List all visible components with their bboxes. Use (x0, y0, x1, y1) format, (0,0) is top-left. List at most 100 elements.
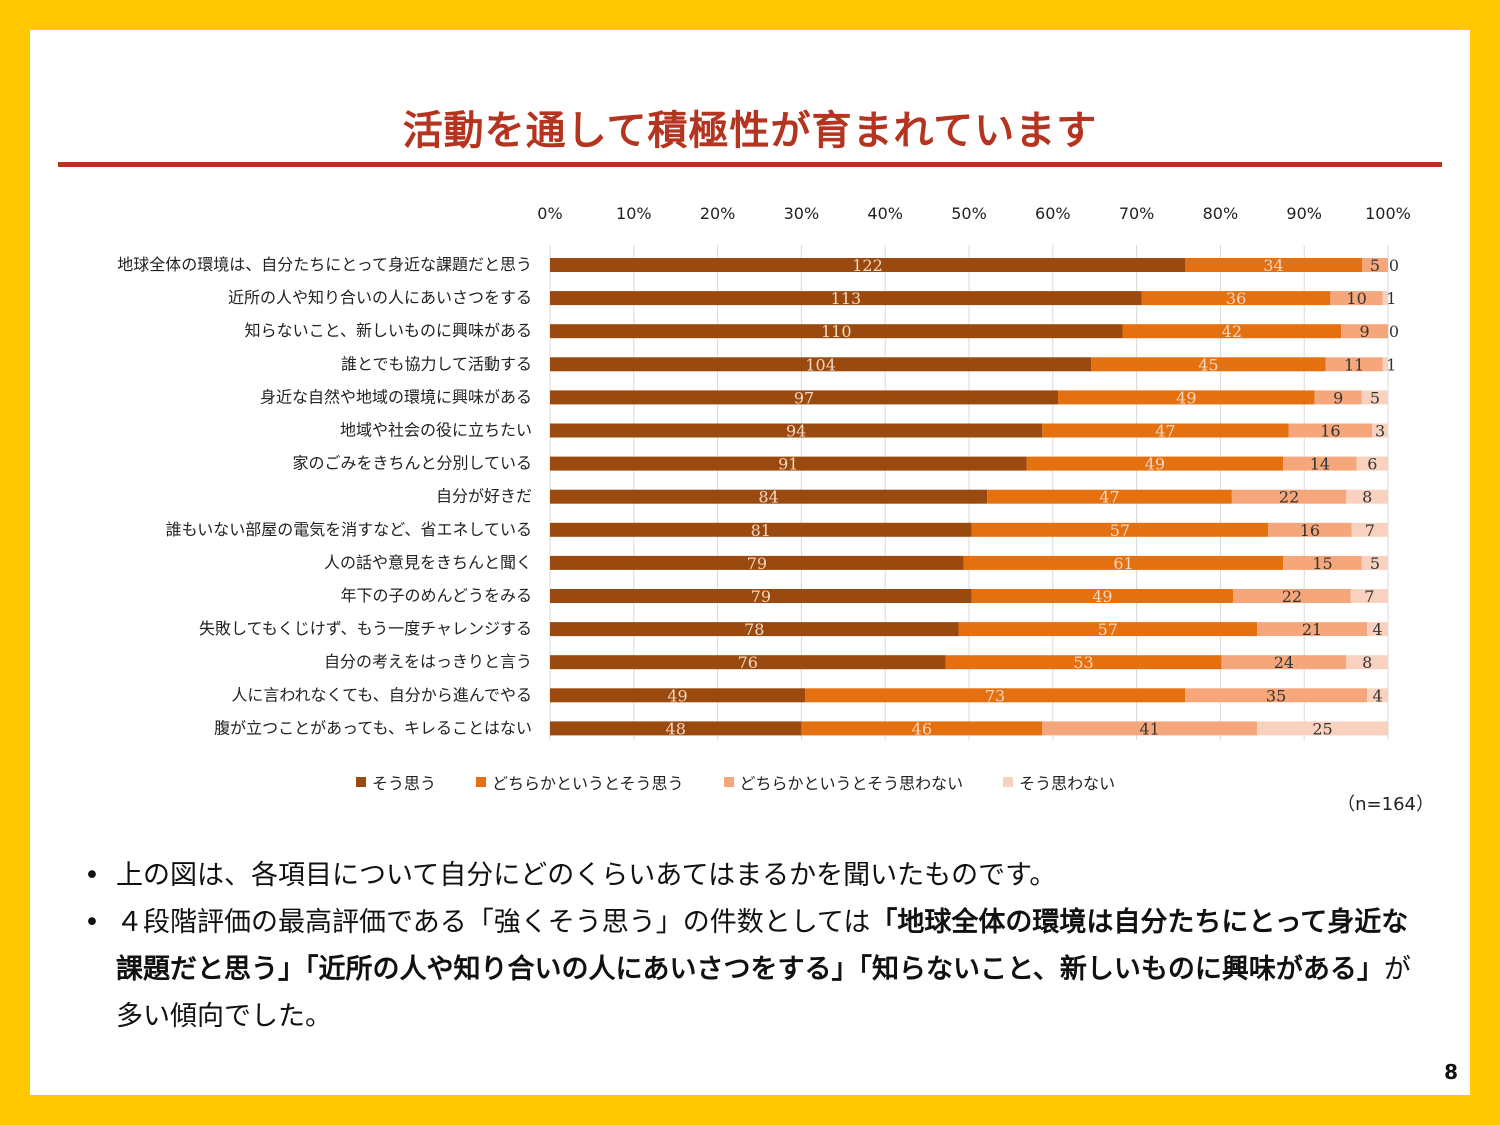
bullet-text-1: 上の図は、各項目について自分にどのくらいあてはまるかを聞いたものです。 (116, 860, 1057, 891)
data-label: 47 (1099, 488, 1119, 507)
x-tick-label: 60% (1035, 204, 1071, 223)
category-label: 年下の子のめんどうをみる (340, 586, 532, 605)
data-label: 5 (1370, 256, 1380, 275)
bar-segment (1026, 456, 1284, 471)
bar-segment (550, 390, 1059, 405)
data-label: 79 (751, 587, 771, 606)
bar-segment (550, 423, 1043, 438)
data-label: 97 (794, 388, 814, 407)
category-label: 腹が立つことがあっても、キレることはない (214, 718, 532, 737)
bar-segment (1185, 688, 1368, 703)
x-tick-label: 50% (951, 204, 987, 223)
legend-item: どちらかというとそう思う (476, 770, 684, 794)
bar-segment (550, 721, 802, 736)
data-label: 84 (758, 488, 778, 507)
data-label: 16 (1320, 422, 1340, 441)
bar-segment (1367, 688, 1388, 703)
data-label: 73 (985, 686, 1005, 705)
data-label: 10 (1346, 289, 1366, 308)
x-tick-label: 90% (1286, 204, 1322, 223)
bar-segment (1382, 357, 1388, 372)
bar-segment (1233, 589, 1351, 603)
legend-swatch (356, 777, 366, 787)
bullet-text-2a: ４段階評価の最高評価である「強くそう思う」の件数としては (116, 907, 871, 938)
bar-segment (1372, 423, 1388, 438)
bar-segment (1325, 357, 1383, 372)
legend-label: そう思う (372, 774, 437, 793)
bullet-item-2: • ４段階評価の最高評価である「強くそう思う」の件数としては「地球全体の環境は自… (84, 899, 1434, 1040)
data-label: 22 (1282, 587, 1302, 606)
category-label: 家のごみをきちんと分別している (292, 454, 532, 473)
bar-segment (1341, 324, 1388, 339)
legend-swatch (1003, 777, 1014, 787)
legend-label: どちらかというとそう思わない (739, 774, 964, 793)
bar-segment (971, 522, 1269, 537)
category-label: 身近な自然や地域の環境に興味がある (260, 387, 532, 406)
data-label: 113 (831, 289, 862, 308)
bar-segment (945, 655, 1222, 670)
data-label: 57 (1110, 521, 1130, 540)
bar-segment (550, 555, 964, 570)
data-label: 3 (1375, 422, 1385, 441)
bar-segment (1283, 456, 1357, 471)
sample-size-note: （n=164） (1337, 794, 1434, 815)
data-label: 35 (1266, 686, 1286, 705)
x-tick-label: 30% (784, 204, 820, 223)
bar-segment (1231, 489, 1347, 504)
data-label: 4 (1372, 620, 1382, 639)
bar-segment (550, 589, 972, 603)
bar-segment (1356, 456, 1388, 471)
data-label: 1 (1386, 355, 1396, 374)
bar-segment (1042, 721, 1258, 736)
bar-segment (1361, 555, 1388, 570)
data-label: 122 (852, 256, 883, 275)
data-label: 21 (1302, 620, 1322, 639)
data-label: 49 (1092, 587, 1112, 606)
x-tick-label: 40% (867, 204, 903, 223)
bar-segment (1185, 258, 1362, 272)
bullet-item-1: • 上の図は、各項目について自分にどのくらいあてはまるかを聞いたものです。 (84, 852, 1434, 899)
bullet-text-2b: が多い傾向でした。 (116, 954, 1411, 1032)
bar-segment (1346, 655, 1388, 670)
bar-segment (1351, 522, 1388, 537)
data-label: 49 (1176, 388, 1196, 407)
category-label: 誰もいない部屋の電気を消すなど、省エネしている (166, 520, 532, 539)
category-label: 近所の人や知り合いの人にあいさつをする (228, 288, 532, 307)
bar-segment (1058, 390, 1315, 405)
title-underline (58, 162, 1442, 167)
bar-segment (550, 324, 1123, 339)
bar-segment (1361, 390, 1388, 405)
chart-legend: そう思う どちらかというとそう思う どちらかというとそう思わない そう思わない (356, 768, 1155, 796)
bar-segment (550, 522, 972, 537)
data-label: 49 (1145, 455, 1165, 474)
data-label: 1 (1386, 289, 1396, 308)
bullet-text-2-bold: 「地球全体の環境は自分たちにとって身近な課題だと思う」「近所の人や知り合いの人に… (116, 907, 1409, 985)
bar-segment (1367, 622, 1388, 637)
data-label: 41 (1140, 719, 1160, 738)
data-label: 48 (666, 719, 686, 738)
stacked-bar-chart: 0% 10% 20% 30% 40% 50% 60% 70% 80% 90% 100% 地球全体の環境… (117, 204, 1411, 740)
bullet-dot: • (84, 860, 100, 891)
legend-label: そう思わない (1019, 774, 1116, 793)
data-label: 53 (1073, 653, 1093, 672)
bar-segment (1141, 291, 1331, 306)
bar-segment (1314, 390, 1362, 405)
data-label: 15 (1312, 554, 1332, 573)
data-label: 94 (786, 422, 806, 441)
bar-segment (550, 456, 1027, 471)
data-label: 47 (1155, 422, 1175, 441)
bar-segment (1042, 423, 1289, 438)
data-label: 5 (1370, 388, 1380, 407)
data-label: 110 (821, 322, 852, 341)
bar-segment (1346, 489, 1388, 504)
bar-segment (1382, 291, 1388, 306)
data-label: 79 (747, 554, 767, 573)
bar-segment (550, 489, 988, 504)
data-label: 91 (778, 455, 798, 474)
x-tick-label: 0% (537, 204, 562, 223)
legend-swatch (723, 777, 734, 787)
bar-segment (1288, 423, 1373, 438)
data-label: 81 (751, 521, 771, 540)
bar-segment (958, 622, 1258, 637)
slide-title: 活動を通して積極性が育まれています (402, 108, 1098, 154)
